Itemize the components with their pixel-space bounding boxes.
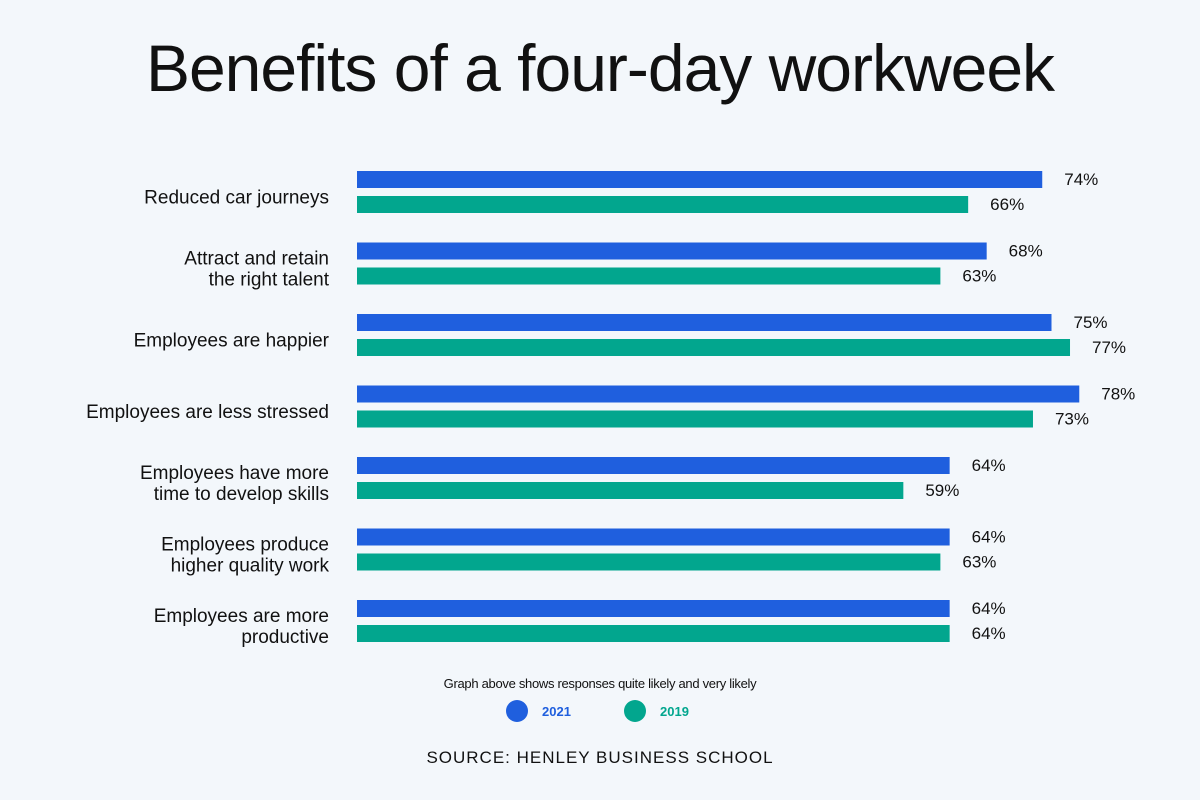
bar-2021 — [357, 314, 1052, 331]
bar-2021 — [357, 457, 950, 474]
data-label: 64% — [972, 456, 1006, 475]
data-label: 64% — [972, 528, 1006, 547]
source-text: SOURCE: HENLEY BUSINESS SCHOOL — [426, 748, 774, 767]
bar-2019 — [357, 410, 1033, 428]
category-label: Employees are more — [154, 606, 329, 627]
chart-title: Benefits of a four-day workweek — [145, 31, 1055, 105]
bar-2021 — [357, 528, 950, 546]
bar-2019 — [357, 267, 941, 285]
data-label: 59% — [925, 481, 959, 500]
bar-2021 — [357, 171, 1043, 188]
bar-2021 — [357, 242, 987, 260]
category-label: higher quality work — [171, 556, 330, 577]
data-label: 63% — [962, 553, 996, 572]
category-label: Employees are less stressed — [86, 402, 329, 423]
category-label: Employees produce — [161, 535, 329, 556]
data-label: 66% — [990, 195, 1024, 214]
bar-2019 — [357, 482, 904, 499]
category-label: Reduced car journeys — [144, 188, 329, 209]
legend-label-2019: 2019 — [660, 703, 689, 719]
data-label: 64% — [972, 599, 1006, 618]
category-label: Employees have more — [140, 463, 329, 484]
category-label: productive — [241, 627, 329, 648]
data-label: 75% — [1074, 313, 1108, 332]
data-label: 68% — [1009, 242, 1043, 261]
category-label: Employees are happier — [134, 331, 330, 352]
bar-2019 — [357, 553, 941, 571]
data-label: 63% — [962, 267, 996, 286]
legend-label-2021: 2021 — [542, 703, 571, 719]
category-label: the right talent — [209, 270, 330, 291]
legend-item-2021: 2021 — [506, 700, 571, 722]
legend-item-2019: 2019 — [624, 700, 689, 722]
category-label: Attract and retain — [184, 249, 329, 270]
legend-dot-2021-icon — [506, 700, 528, 722]
category-label: time to develop skills — [154, 484, 329, 505]
bar-2019 — [357, 196, 969, 213]
data-label: 78% — [1101, 385, 1135, 404]
bar-2021 — [357, 385, 1080, 403]
chart-note: Graph above shows responses quite likely… — [443, 676, 757, 691]
data-label: 74% — [1064, 170, 1098, 189]
data-label: 73% — [1055, 410, 1089, 429]
bar-2021 — [357, 600, 950, 617]
bar-2019 — [357, 625, 950, 642]
data-label: 64% — [972, 624, 1006, 643]
data-label: 77% — [1092, 338, 1126, 357]
legend-dot-2019-icon — [624, 700, 646, 722]
bar-2019 — [357, 339, 1071, 356]
